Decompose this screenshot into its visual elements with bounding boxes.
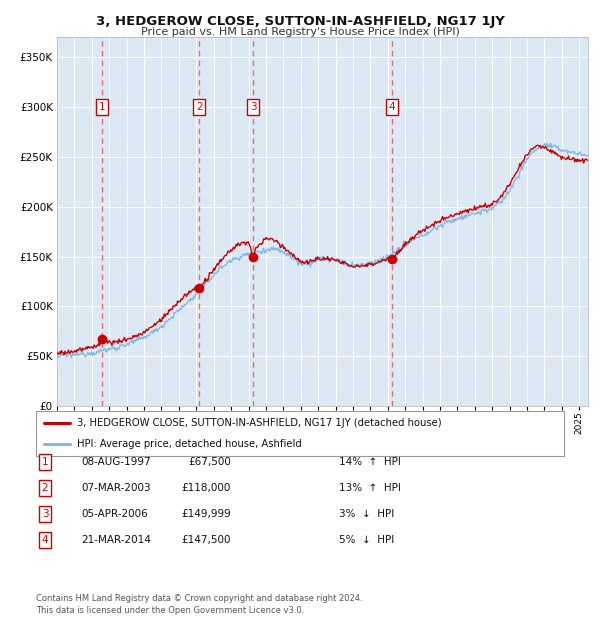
Text: 5%  ↓  HPI: 5% ↓ HPI [339, 535, 394, 545]
Text: 1: 1 [41, 457, 49, 467]
Text: 4: 4 [41, 535, 49, 545]
Text: 05-APR-2006: 05-APR-2006 [81, 509, 148, 519]
Text: Price paid vs. HM Land Registry's House Price Index (HPI): Price paid vs. HM Land Registry's House … [140, 27, 460, 37]
Text: 3: 3 [250, 102, 257, 112]
Text: HPI: Average price, detached house, Ashfield: HPI: Average price, detached house, Ashf… [77, 438, 302, 449]
Text: 3, HEDGEROW CLOSE, SUTTON-IN-ASHFIELD, NG17 1JY: 3, HEDGEROW CLOSE, SUTTON-IN-ASHFIELD, N… [95, 16, 505, 29]
Text: Contains HM Land Registry data © Crown copyright and database right 2024.
This d: Contains HM Land Registry data © Crown c… [36, 594, 362, 615]
Text: 4: 4 [388, 102, 395, 112]
Text: £118,000: £118,000 [182, 483, 231, 493]
Text: 1: 1 [99, 102, 106, 112]
Text: 3, HEDGEROW CLOSE, SUTTON-IN-ASHFIELD, NG17 1JY (detached house): 3, HEDGEROW CLOSE, SUTTON-IN-ASHFIELD, N… [77, 418, 442, 428]
Text: 08-AUG-1997: 08-AUG-1997 [81, 457, 151, 467]
Text: 14%  ↑  HPI: 14% ↑ HPI [339, 457, 401, 467]
Text: £147,500: £147,500 [182, 535, 231, 545]
Text: 3%  ↓  HPI: 3% ↓ HPI [339, 509, 394, 519]
Text: 3: 3 [41, 509, 49, 519]
Text: 13%  ↑  HPI: 13% ↑ HPI [339, 483, 401, 493]
Text: 21-MAR-2014: 21-MAR-2014 [81, 535, 151, 545]
Text: £67,500: £67,500 [188, 457, 231, 467]
Text: 2: 2 [196, 102, 203, 112]
Text: 2: 2 [41, 483, 49, 493]
Text: 07-MAR-2003: 07-MAR-2003 [81, 483, 151, 493]
Text: £149,999: £149,999 [181, 509, 231, 519]
